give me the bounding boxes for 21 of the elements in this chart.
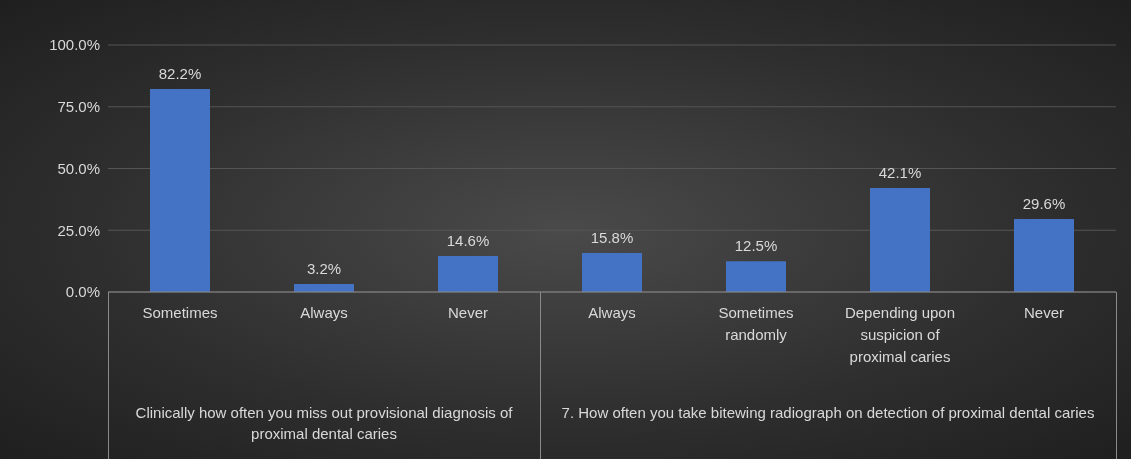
x-tick-label: Always bbox=[300, 304, 348, 321]
x-axis-title: 7. How often you take bitewing radiograph on detection of proximal dental caries bbox=[560, 403, 1096, 423]
data-label: 82.2% bbox=[158, 64, 202, 82]
y-tick-label: 50.0% bbox=[57, 159, 100, 177]
data-label: 12.5% bbox=[734, 237, 778, 255]
data-label: 29.6% bbox=[1022, 194, 1066, 212]
data-label: 3.2% bbox=[306, 260, 342, 278]
y-tick-label: 100.0% bbox=[49, 36, 100, 54]
x-tick-label: Always bbox=[588, 304, 636, 321]
y-tick-label: 25.0% bbox=[57, 221, 100, 239]
x-tick-label: Never bbox=[1023, 304, 1065, 321]
x-tick-label: Sometimes bbox=[142, 304, 218, 321]
x-tick-label: Never bbox=[447, 304, 489, 321]
x-tick-label: Sometimes randomly bbox=[718, 304, 794, 343]
data-label: 42.1% bbox=[878, 164, 922, 182]
data-label: 15.8% bbox=[590, 228, 634, 246]
y-tick-label: 0.0% bbox=[65, 283, 100, 301]
x-tick-label: Depending upon suspicion of proximal caries bbox=[844, 304, 956, 365]
data-label: 14.6% bbox=[446, 231, 490, 249]
x-axis-title: Clinically how often you miss out provisional diagnosis of proximal dental caries bbox=[134, 403, 514, 444]
y-tick-label: 75.0% bbox=[57, 98, 100, 116]
